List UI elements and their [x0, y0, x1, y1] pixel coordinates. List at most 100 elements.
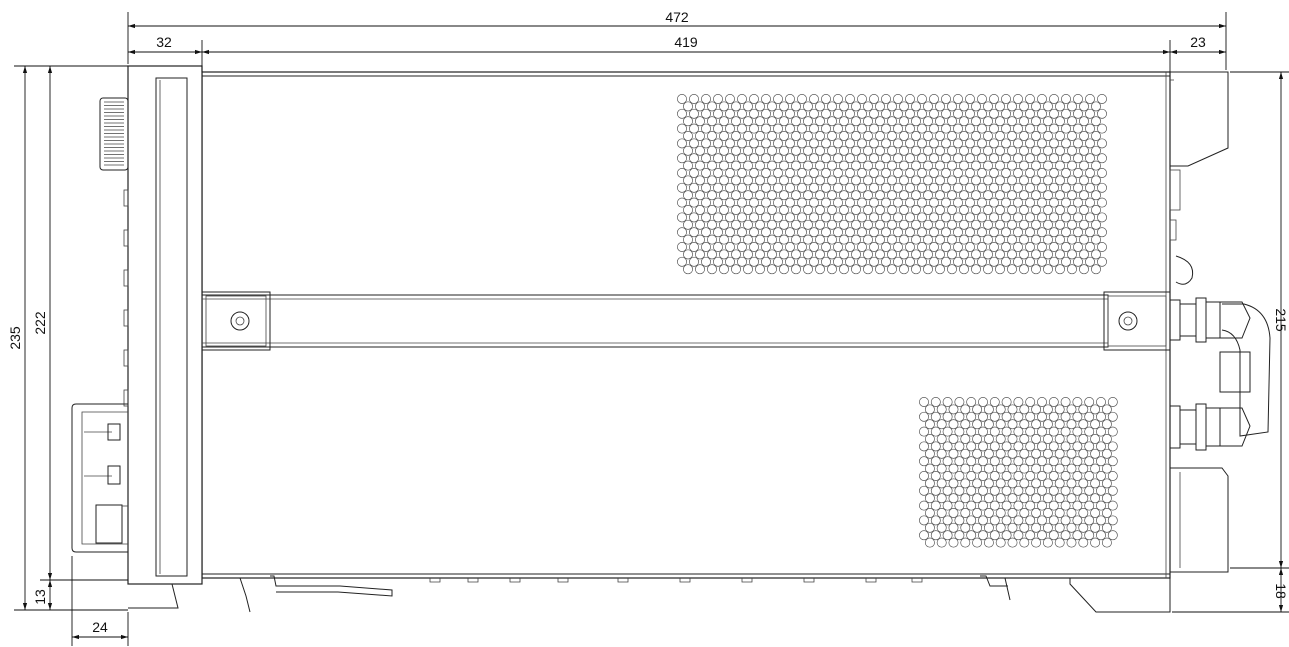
vent-hole — [989, 456, 1000, 467]
vent-hole — [989, 411, 1000, 422]
vent-hole — [893, 227, 903, 238]
vent-hole — [749, 138, 759, 149]
vent-hole — [978, 441, 988, 452]
vent-hole — [1097, 242, 1107, 252]
vent-hole — [995, 508, 1006, 518]
vent-hole — [797, 182, 807, 193]
vent-hole — [707, 101, 717, 112]
dimension-32: 32 — [127, 34, 203, 72]
vent-hole — [701, 168, 711, 178]
vent-hole — [833, 182, 843, 193]
vent-hole — [737, 138, 747, 149]
dimension-18: 18 — [1273, 568, 1289, 612]
vent-hole — [1061, 138, 1071, 149]
vent-hole — [960, 493, 971, 504]
vent-hole — [713, 242, 723, 252]
vent-hole — [995, 537, 1006, 548]
vent-hole — [791, 116, 801, 127]
vent-hole — [1066, 448, 1077, 459]
vent-hole — [1107, 411, 1118, 422]
vent-hole — [713, 108, 723, 119]
vent-hole — [815, 234, 825, 245]
vent-hole — [1019, 448, 1030, 459]
vent-hole — [767, 145, 777, 156]
vent-hole — [683, 264, 693, 275]
vent-hole — [833, 153, 843, 164]
upper-vent-grille — [677, 94, 1107, 275]
vent-hole — [695, 234, 705, 245]
vent-hole — [1061, 182, 1071, 193]
vent-hole — [1079, 101, 1089, 112]
rear-connector-lower — [1169, 403, 1251, 451]
vent-hole — [737, 242, 747, 252]
vent-hole — [869, 168, 879, 178]
vent-hole — [1001, 515, 1012, 526]
vent-hole — [960, 434, 971, 444]
vent-hole — [942, 397, 953, 407]
vent-hole — [803, 249, 813, 260]
vent-hole — [959, 219, 969, 230]
vent-hole — [899, 234, 909, 245]
vent-hole — [1025, 426, 1036, 437]
vent-hole — [929, 153, 939, 164]
vent-hole — [1084, 456, 1095, 467]
vent-hole — [995, 522, 1006, 533]
vent-hole — [1084, 500, 1095, 511]
vent-hole — [989, 168, 999, 178]
vent-hole — [1043, 101, 1053, 112]
vent-hole — [683, 205, 693, 215]
vent-hole — [1031, 478, 1042, 489]
vent-hole — [1078, 493, 1089, 504]
vent-hole — [977, 212, 987, 223]
vent-hole — [1067, 249, 1077, 260]
vent-hole — [845, 168, 855, 178]
vent-hole — [960, 537, 971, 548]
vent-hole — [743, 131, 753, 141]
vent-hole — [1091, 234, 1101, 245]
vent-hole — [1048, 397, 1059, 407]
vent-hole — [1061, 227, 1071, 238]
vent-hole — [1061, 197, 1071, 208]
vent-hole — [919, 426, 929, 437]
vent-hole — [761, 108, 771, 119]
vent-hole — [1084, 426, 1095, 437]
vent-hole — [821, 168, 831, 178]
vent-hole — [1007, 404, 1018, 415]
vent-hole — [761, 212, 771, 223]
vent-hole — [833, 108, 843, 119]
vent-hole — [773, 242, 783, 252]
vent-hole — [851, 190, 861, 201]
vent-hole — [965, 227, 975, 238]
vent-hole — [857, 227, 867, 238]
vent-hole — [1019, 493, 1030, 504]
vent-hole — [773, 227, 783, 238]
vent-hole — [713, 212, 723, 223]
vent-hole — [1054, 419, 1065, 430]
vent-hole — [731, 219, 741, 230]
vent-hole — [677, 123, 687, 134]
vent-hole — [797, 197, 807, 208]
vent-hole — [1090, 419, 1101, 430]
vent-hole — [1048, 441, 1059, 452]
vent-hole — [1042, 493, 1053, 504]
vent-hole — [1001, 197, 1011, 208]
vent-hole — [905, 197, 915, 208]
vent-hole — [899, 145, 909, 156]
vent-hole — [791, 205, 801, 215]
vent-hole — [947, 234, 957, 245]
vent-hole — [1054, 493, 1065, 504]
vent-hole — [936, 404, 947, 415]
vent-hole — [1043, 249, 1053, 260]
vent-hole — [1031, 234, 1041, 245]
vent-hole — [1007, 264, 1017, 275]
vent-hole — [1001, 500, 1012, 511]
vent-hole — [707, 145, 717, 156]
vent-hole — [1025, 212, 1035, 223]
vent-hole — [1101, 419, 1112, 430]
vent-hole — [917, 123, 927, 134]
vent-hole — [719, 145, 729, 156]
vent-hole — [857, 212, 867, 223]
vent-hole — [1001, 94, 1011, 104]
vent-hole — [1031, 463, 1042, 474]
vent-hole — [1049, 242, 1059, 252]
